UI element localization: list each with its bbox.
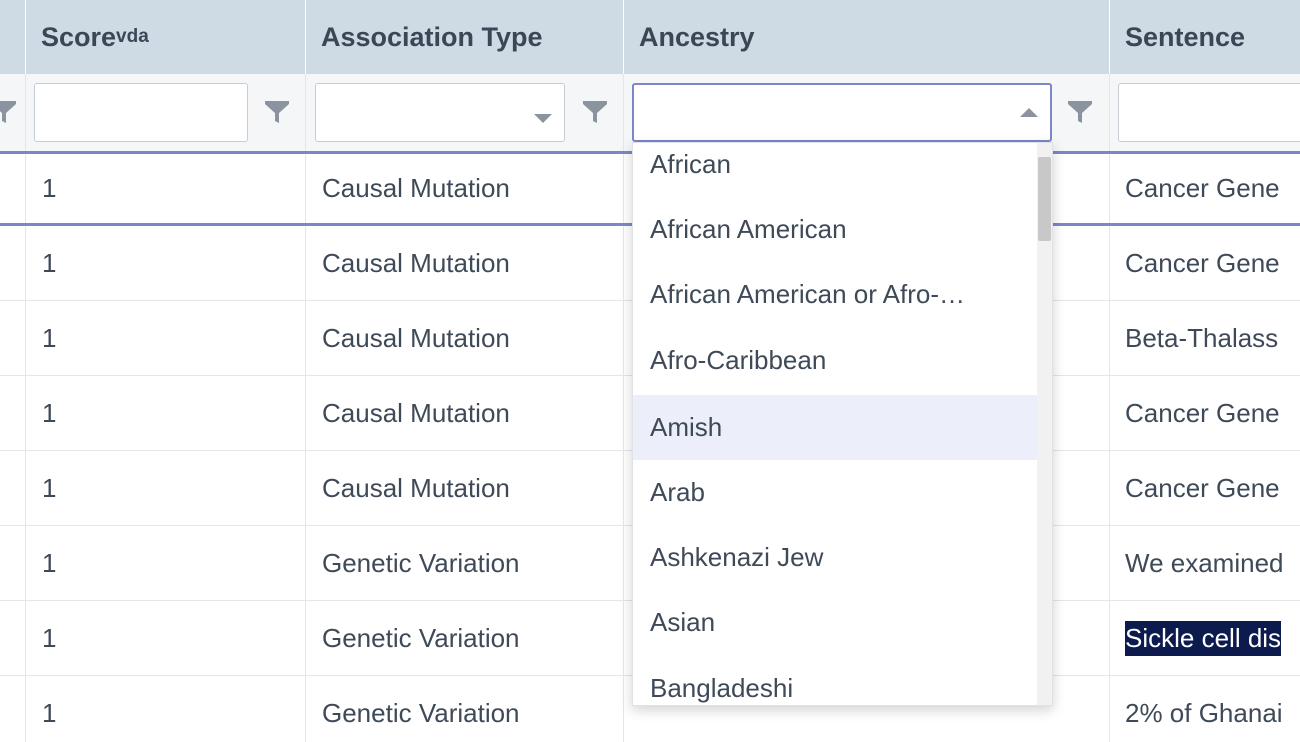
- score-filter-icon[interactable]: [263, 98, 291, 126]
- ancestry-filter-select[interactable]: [632, 83, 1052, 142]
- association-type-cell: Causal Mutation: [306, 301, 624, 375]
- header-association-type[interactable]: Association Type: [306, 0, 624, 74]
- dropdown-option[interactable]: Bangladeshi: [650, 673, 794, 703]
- dropdown-scrollbar-thumb[interactable]: [1038, 157, 1051, 241]
- ancestry-cell: [624, 676, 1110, 742]
- filter-cell-score: [26, 74, 306, 151]
- ancestry-cell: [624, 526, 1110, 600]
- row-cell-prev: [0, 601, 26, 675]
- filter-cell-sentence: [1110, 74, 1300, 151]
- filter-cell-ancestry: [624, 74, 1110, 151]
- association-type-cell: Causal Mutation: [306, 226, 624, 300]
- sentence-cell: Cancer Gene: [1110, 226, 1300, 300]
- score-cell: 1: [26, 601, 306, 675]
- association-type-cell: Genetic Variation: [306, 526, 624, 600]
- score-cell: 1: [26, 376, 306, 450]
- chevron-up-icon[interactable]: [1020, 108, 1038, 117]
- header-score[interactable]: Score vda: [26, 0, 306, 74]
- association-type-filter-icon[interactable]: [581, 98, 609, 126]
- filter-row: [0, 74, 1300, 154]
- ancestry-cell: [624, 154, 1110, 223]
- filter-icon[interactable]: [0, 98, 18, 126]
- dropdown-option[interactable]: Asian: [650, 607, 716, 637]
- header-score-label: Score: [41, 21, 117, 52]
- row-cell-prev: [0, 526, 26, 600]
- sentence-cell: Cancer Gene: [1110, 376, 1300, 450]
- ancestry-cell: [624, 376, 1110, 450]
- row-cell-prev: [0, 226, 26, 300]
- row-cell-prev: [0, 301, 26, 375]
- score-cell: 1: [26, 451, 306, 525]
- header-ancestry[interactable]: Ancestry: [624, 0, 1110, 74]
- association-type-cell: Causal Mutation: [306, 451, 624, 525]
- chevron-down-icon[interactable]: [534, 114, 552, 123]
- ancestry-dropdown-list: African African American African America…: [632, 142, 1053, 706]
- sentence-cell: Cancer Gene: [1110, 154, 1300, 223]
- score-cell: 1: [26, 526, 306, 600]
- dropdown-option-hovered[interactable]: Amish: [633, 395, 1039, 460]
- row-cell-prev: [0, 154, 26, 223]
- score-cell: 1: [26, 676, 306, 742]
- row-cell-prev: [0, 451, 26, 525]
- sentence-cell: 2% of Ghanai: [1110, 676, 1300, 742]
- grid-header: Score vda Association Type Ancestry Sente…: [0, 0, 1300, 74]
- sentence-cell: Beta-Thalass: [1110, 301, 1300, 375]
- header-association-type-label: Association Type: [321, 21, 543, 52]
- sentence-filter-input[interactable]: [1118, 83, 1300, 142]
- row-cell-prev: [0, 376, 26, 450]
- dropdown-scrollbar[interactable]: [1037, 143, 1052, 705]
- dropdown-option[interactable]: Afro-Caribbean: [650, 345, 827, 375]
- score-filter-input[interactable]: [34, 83, 248, 142]
- score-cell: 1: [26, 154, 306, 223]
- sentence-cell: Cancer Gene: [1110, 451, 1300, 525]
- dropdown-option[interactable]: African American: [650, 214, 847, 244]
- selected-sentence-text: Sickle cell dis: [1125, 620, 1282, 656]
- filter-cell-association-type: [306, 74, 624, 151]
- dropdown-option[interactable]: African: [650, 149, 731, 179]
- dropdown-option[interactable]: Arab: [650, 477, 705, 507]
- ancestry-filter-icon[interactable]: [1066, 98, 1094, 126]
- ancestry-cell: [624, 226, 1110, 300]
- header-sentence[interactable]: Sentence: [1110, 0, 1300, 74]
- ancestry-cell: [624, 601, 1110, 675]
- dropdown-option[interactable]: Ashkenazi Jew: [650, 542, 824, 572]
- header-sentence-label: Sentence: [1125, 21, 1246, 52]
- association-type-filter-select[interactable]: [315, 83, 565, 142]
- score-cell: 1: [26, 301, 306, 375]
- sentence-cell: Sickle cell dis: [1110, 601, 1300, 675]
- sentence-cell: We examined: [1110, 526, 1300, 600]
- ancestry-cell: [624, 451, 1110, 525]
- table-row[interactable]: 1 Genetic Variation 2% of Ghanai: [0, 676, 1300, 742]
- header-cell-prev: [0, 0, 26, 74]
- ancestry-cell: [624, 301, 1110, 375]
- association-type-cell: Genetic Variation: [306, 601, 624, 675]
- association-type-cell: Causal Mutation: [306, 376, 624, 450]
- row-cell-prev: [0, 676, 26, 742]
- header-score-sub: vda: [116, 26, 149, 47]
- header-ancestry-label: Ancestry: [639, 21, 755, 52]
- association-type-cell: Causal Mutation: [306, 154, 624, 223]
- filter-cell-prev: [0, 74, 26, 151]
- association-type-cell: Genetic Variation: [306, 676, 624, 742]
- dropdown-option[interactable]: African American or Afro-…: [650, 279, 965, 309]
- score-cell: 1: [26, 226, 306, 300]
